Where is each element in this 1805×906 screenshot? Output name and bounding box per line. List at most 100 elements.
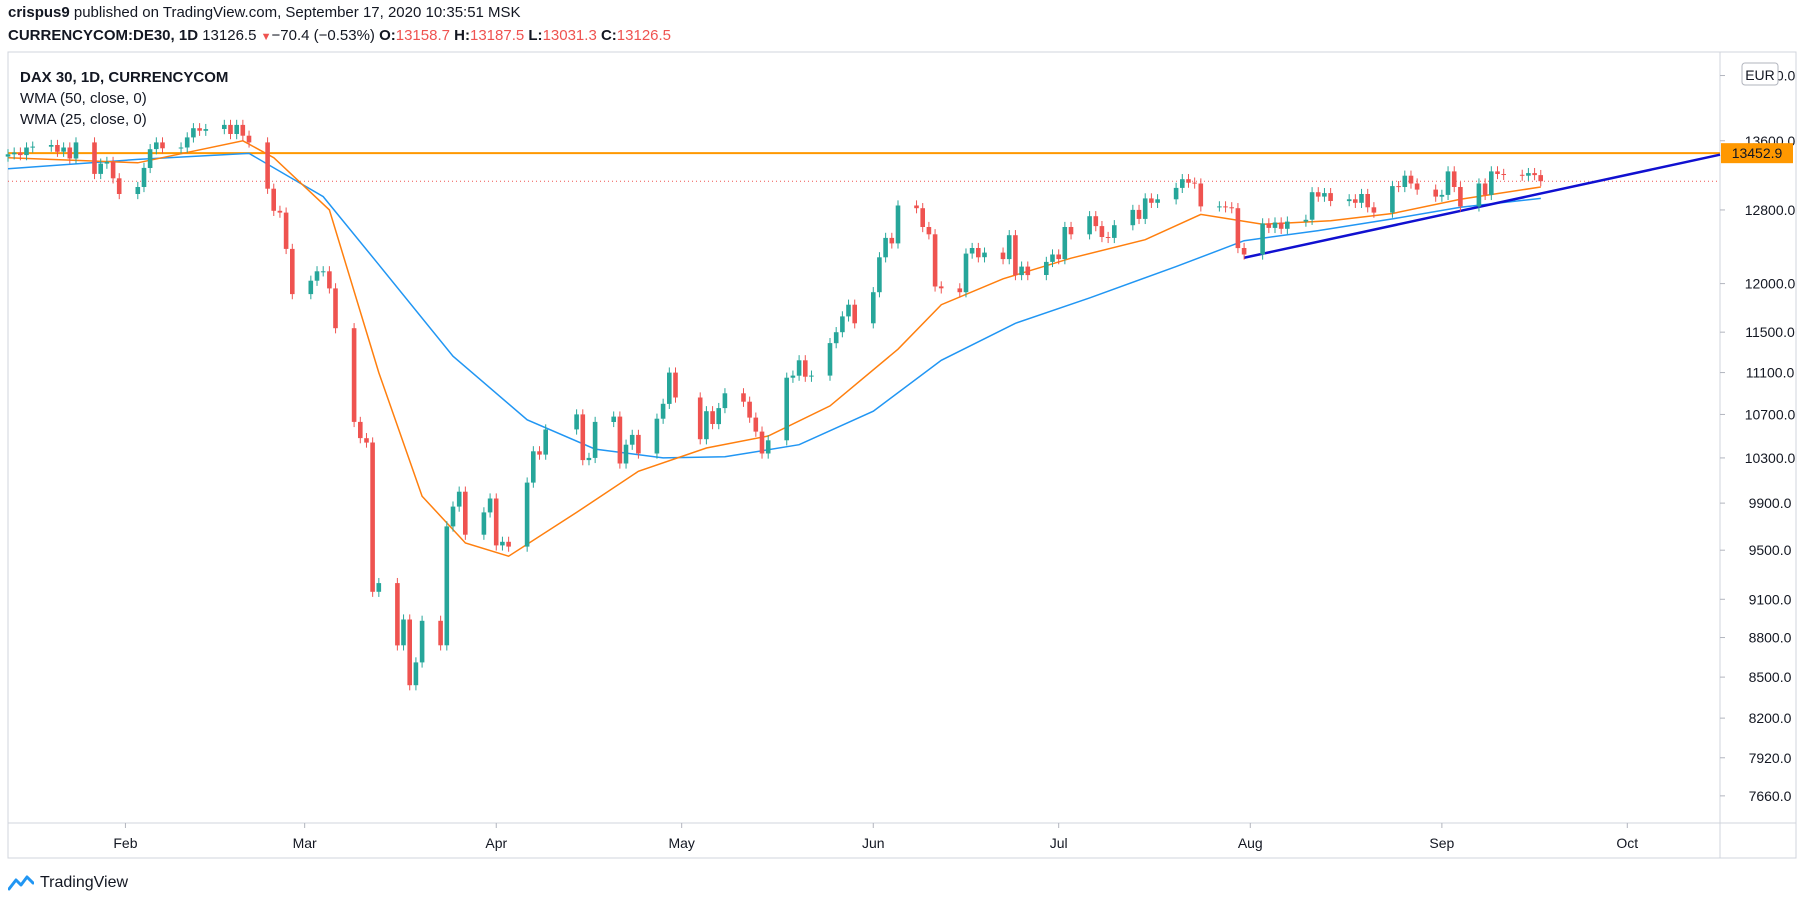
resistance-price-label: 13452.9 bbox=[1732, 145, 1783, 161]
price-axis[interactable]: 14400.013600.012800.012000.011500.011100… bbox=[1720, 68, 1796, 804]
footer: TradingView bbox=[8, 874, 128, 892]
author-name[interactable]: crispus9 bbox=[8, 4, 70, 21]
time-tick-label: Mar bbox=[293, 835, 317, 851]
high-value: 13187.5 bbox=[469, 27, 525, 44]
legend-wma50[interactable]: WMA (50, close, 0) bbox=[20, 90, 147, 107]
last-price: 13126.5 bbox=[202, 27, 257, 44]
candle-body bbox=[957, 288, 963, 293]
symbol-label: CURRENCYCOM:DE30, 1D bbox=[8, 27, 199, 44]
candle-body bbox=[1130, 209, 1136, 226]
candle-body bbox=[963, 253, 969, 293]
candle-body bbox=[531, 451, 536, 483]
candle-body bbox=[1303, 219, 1309, 222]
price-tick-label: 8800.0 bbox=[1749, 630, 1792, 646]
candle-body bbox=[654, 418, 660, 454]
candle-body bbox=[413, 662, 419, 686]
candle-body bbox=[1353, 199, 1358, 203]
candle-body bbox=[73, 142, 79, 159]
candle-body bbox=[154, 142, 159, 150]
candle-body bbox=[333, 288, 338, 329]
candle-body bbox=[1112, 225, 1117, 238]
candle-body bbox=[1315, 192, 1321, 197]
chart-frame bbox=[7, 51, 1797, 859]
candle-body bbox=[98, 163, 103, 174]
candle-body bbox=[1359, 194, 1364, 203]
candle-body bbox=[1223, 206, 1228, 208]
candle-body bbox=[178, 147, 184, 149]
price-tick-label: 8500.0 bbox=[1749, 669, 1792, 685]
currency-badge[interactable] bbox=[1741, 62, 1779, 86]
candle-body bbox=[1408, 175, 1414, 184]
legend-wma25[interactable]: WMA (25, close, 0) bbox=[20, 111, 147, 128]
candle-body bbox=[1272, 222, 1278, 228]
publish-info: crispus9 published on TradingView.com, S… bbox=[8, 4, 521, 21]
candle-body bbox=[1451, 171, 1457, 187]
candle-body bbox=[1093, 216, 1099, 227]
candle-body bbox=[456, 491, 462, 507]
time-tick-label: May bbox=[668, 835, 694, 851]
candle-body bbox=[376, 583, 382, 592]
candle-body bbox=[883, 237, 888, 258]
candle-body bbox=[308, 280, 314, 295]
candle-body bbox=[500, 541, 505, 546]
candle-body bbox=[833, 332, 839, 344]
candle-body bbox=[629, 434, 635, 445]
overlays bbox=[7, 140, 1721, 558]
candle-body bbox=[61, 147, 66, 152]
low-value: 13031.3 bbox=[542, 27, 597, 44]
candle-body bbox=[710, 411, 715, 424]
legend-title: DAX 30, 1D, CURRENCYCOM bbox=[20, 69, 228, 86]
candle-body bbox=[1198, 183, 1204, 207]
candle-body bbox=[747, 401, 752, 418]
wma50-line bbox=[7, 152, 1541, 459]
time-tick-label: Jul bbox=[1050, 835, 1068, 851]
price-tick-label: 7660.0 bbox=[1749, 788, 1792, 804]
candle-body bbox=[524, 482, 530, 547]
candle-body bbox=[1445, 171, 1451, 195]
candle-body bbox=[1365, 194, 1370, 208]
time-tick-label: Feb bbox=[113, 835, 137, 851]
candle-body bbox=[716, 408, 721, 425]
candle-body bbox=[1278, 222, 1284, 229]
candle-body bbox=[623, 444, 629, 464]
ohlc-header: CURRENCYCOM:DE30, 1D 13126.5 ▼−70.4 (−0.… bbox=[8, 27, 671, 44]
candle-body bbox=[1266, 223, 1272, 228]
candle-body bbox=[320, 271, 326, 273]
candle-body bbox=[697, 397, 703, 440]
candle-body bbox=[1476, 183, 1482, 207]
candle-body bbox=[765, 440, 771, 454]
candle-body bbox=[667, 372, 672, 404]
candle-body bbox=[580, 414, 586, 461]
candle-body bbox=[784, 377, 789, 441]
candle-body bbox=[197, 128, 202, 131]
price-tick-label: 9500.0 bbox=[1749, 542, 1792, 558]
price-tick-label: 10700.0 bbox=[1745, 406, 1796, 422]
close-value: 13126.5 bbox=[616, 27, 672, 44]
tradingview-brand[interactable]: TradingView bbox=[40, 874, 129, 891]
candle-body bbox=[1056, 254, 1061, 260]
candle-body bbox=[481, 512, 487, 535]
candle-body bbox=[877, 257, 882, 293]
candle-body bbox=[722, 393, 728, 409]
candle-body bbox=[982, 252, 987, 258]
candle-body bbox=[1396, 186, 1401, 188]
candle-body bbox=[1155, 199, 1160, 203]
time-tick-label: Sep bbox=[1429, 835, 1454, 851]
candle-body bbox=[1285, 221, 1290, 229]
candle-body bbox=[926, 227, 932, 235]
candle-body bbox=[401, 619, 406, 646]
candle-body bbox=[1006, 235, 1012, 260]
candle-body bbox=[759, 431, 765, 454]
time-axis[interactable]: Feb Mar Apr May Jun Jul Aug Sep Oct bbox=[113, 823, 1638, 851]
candle-body bbox=[1087, 216, 1092, 235]
candle-body bbox=[438, 620, 443, 646]
candle-body bbox=[1526, 173, 1531, 176]
candle-body bbox=[1136, 209, 1142, 219]
candle-body bbox=[240, 124, 246, 136]
candle-body bbox=[11, 152, 17, 155]
candle-body bbox=[1186, 179, 1191, 183]
candle-body bbox=[574, 414, 579, 430]
candle-body bbox=[450, 506, 456, 527]
candle-body bbox=[1489, 171, 1494, 195]
